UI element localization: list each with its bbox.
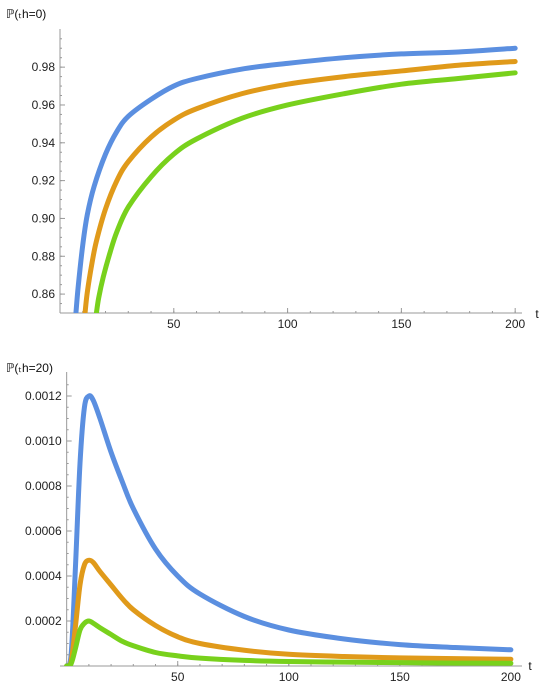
y-tick-label: 0.90	[32, 211, 56, 225]
y-tick-label: 0.0004	[25, 569, 62, 583]
y-tick-label: 0.88	[32, 249, 56, 263]
x-axis-title: t	[535, 307, 539, 321]
y-tick-label: 0.0008	[25, 479, 62, 493]
x-tick-label: 200	[501, 670, 521, 684]
y-tick-label: 0.92	[32, 174, 56, 188]
y-tick-label: 0.0002	[25, 614, 62, 628]
y-axis-title: ℙ(ₜh=0)	[6, 7, 46, 21]
x-tick-label: 150	[390, 670, 410, 684]
x-tick-label: 100	[279, 670, 299, 684]
y-tick-label: 0.96	[32, 98, 56, 112]
x-tick-label: 200	[505, 317, 525, 331]
bottom-chart: 0.0002 0.0004 0.0006 0.0008 0.0010 0.0012 50 10…	[6, 361, 532, 684]
y-tick-label: 0.0012	[25, 389, 62, 403]
y-tick-label: 0.94	[32, 136, 56, 150]
x-tick-label: 50	[171, 670, 185, 684]
x-tick-label: 100	[278, 317, 298, 331]
y-axis-title: ℙ(ₜh=20)	[6, 361, 53, 375]
x-tick-label: 50	[167, 317, 181, 331]
y-tick-label: 0.0010	[25, 434, 62, 448]
y-tick-label: 0.0006	[25, 524, 62, 538]
top-chart: 0.86 0.88 0.90 0.92 0.94 0.96 0.98 50 100 150 200 ℙ…	[6, 7, 539, 331]
series-line-2	[82, 58, 518, 313]
series-line-1	[64, 393, 514, 666]
series-line-2	[64, 557, 514, 666]
series-line-3	[93, 70, 518, 313]
x-axis-title: t	[528, 659, 532, 673]
series-line-1	[73, 45, 518, 313]
x-tick-label: 150	[391, 317, 411, 331]
series-line-3	[64, 618, 514, 666]
y-tick-label: 0.86	[32, 287, 56, 301]
y-tick-label: 0.98	[32, 60, 56, 74]
